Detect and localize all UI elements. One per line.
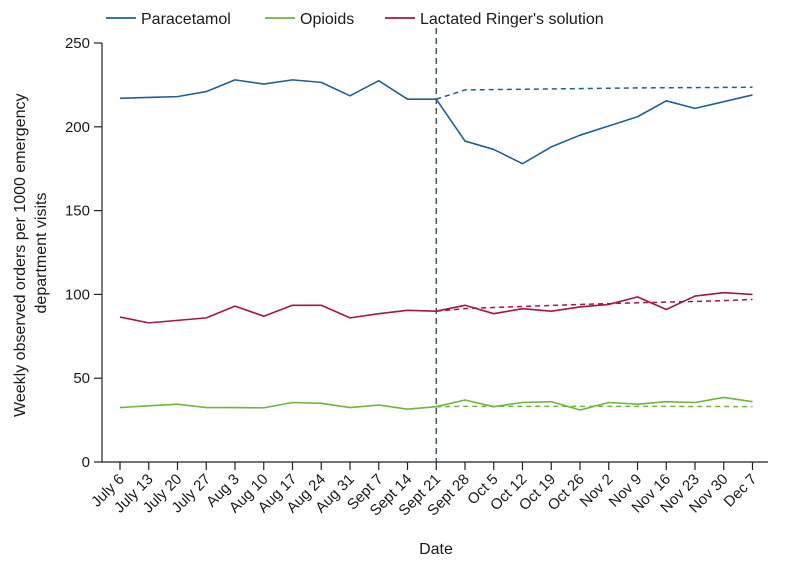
legend-label: Lactated Ringer's solution xyxy=(420,11,604,28)
y-axis-title: Weekly observed orders per 1000 emergenc… xyxy=(12,89,50,417)
y-tick-label: 150 xyxy=(65,203,90,220)
series-layer xyxy=(119,79,753,411)
y-axis: 0 50 100 150 200 250 xyxy=(65,35,103,471)
y-tick-label: 250 xyxy=(65,35,90,52)
lactated-ringer-s-solution-expected-line xyxy=(436,298,753,312)
y-axis-title-line-2: department visits xyxy=(33,193,50,314)
y-tick-label: 100 xyxy=(65,286,90,303)
y-tick-label: 50 xyxy=(73,370,90,387)
series-lactated-ringer-s-solution xyxy=(119,291,753,324)
series-paracetamol xyxy=(119,79,753,165)
series-opioids xyxy=(119,396,753,411)
y-axis-title-line-1: Weekly observed orders per 1000 emergenc… xyxy=(12,94,29,417)
legend: Paracetamol Opioids Lactated Ringer's solu… xyxy=(106,11,604,28)
legend-item-lactated-ringer-s-solution: Lactated Ringer's solution xyxy=(385,11,604,28)
paracetamol-expected-line xyxy=(436,86,753,100)
y-tick-label: 0 xyxy=(82,454,90,471)
x-axis-title: Date xyxy=(419,541,453,558)
y-tick-label: 200 xyxy=(65,119,90,136)
legend-item-paracetamol: Paracetamol xyxy=(106,11,231,28)
legend-item-opioids: Opioids xyxy=(265,11,354,28)
x-tick-label: Dec 7 xyxy=(721,471,761,511)
legend-label: Opioids xyxy=(300,11,354,28)
legend-label: Paracetamol xyxy=(141,11,231,28)
